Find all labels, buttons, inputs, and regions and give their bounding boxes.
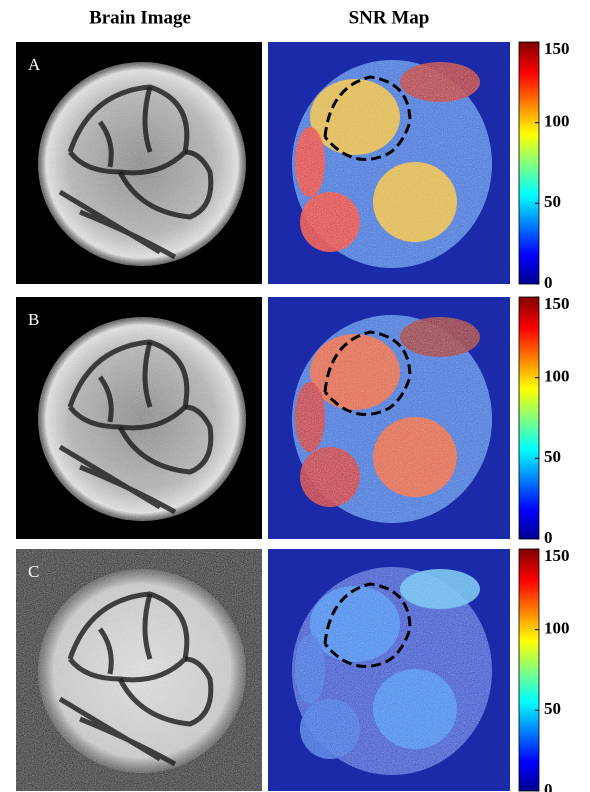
panel: B 0 50 100 150 xyxy=(16,294,570,547)
colorbar-tick-label: 100 xyxy=(544,619,570,638)
colorbar xyxy=(518,548,540,792)
brain-structure xyxy=(58,696,177,767)
colorbar-tick-label: 50 xyxy=(544,699,561,718)
brain-structure xyxy=(97,341,153,423)
colorbar-tick-label: 0 xyxy=(544,528,553,547)
brain-structure xyxy=(67,84,190,176)
roi-outline xyxy=(323,75,412,161)
colorbar-tick-label: 100 xyxy=(544,367,570,386)
colorbar-tick-label: 100 xyxy=(544,112,570,131)
colorbar-tick-label: 0 xyxy=(544,780,553,792)
snr-region xyxy=(400,62,480,102)
snr-region xyxy=(295,127,325,197)
panel: A 0 50 100 150 xyxy=(16,39,570,292)
roi-outline xyxy=(323,582,412,668)
snr-region xyxy=(373,669,457,749)
panel-label: C xyxy=(28,562,39,581)
snr-region xyxy=(300,447,360,507)
brain-structure xyxy=(67,591,190,683)
snr-region xyxy=(300,699,360,759)
snr-region xyxy=(310,79,400,155)
snr-region xyxy=(300,192,360,252)
brain-structure xyxy=(117,149,214,220)
brain-structure xyxy=(117,404,214,475)
colorbar-tick-label: 150 xyxy=(544,546,570,565)
brain-structure xyxy=(58,444,177,515)
brain-image xyxy=(38,62,246,266)
colorbar-tick-label: 50 xyxy=(544,447,561,466)
panel-label: B xyxy=(28,310,39,329)
roi-outline xyxy=(323,330,412,416)
snr-region xyxy=(310,586,400,662)
colorbar-tick-label: 150 xyxy=(544,39,570,58)
colorbar xyxy=(518,296,540,540)
colorbar-tick-label: 50 xyxy=(544,192,561,211)
snr-region xyxy=(295,382,325,452)
snr-region xyxy=(310,334,400,410)
brain-structure xyxy=(58,189,177,260)
snr-region xyxy=(400,569,480,609)
brain-image xyxy=(38,317,246,521)
panel-label: A xyxy=(28,55,41,74)
brain-structure xyxy=(97,593,153,675)
snr-region xyxy=(373,417,457,497)
column-header: Brain Image xyxy=(89,7,191,28)
panel: C 0 50 100 150 xyxy=(16,546,570,792)
snr-region xyxy=(295,634,325,704)
snr-region xyxy=(400,317,480,357)
colorbar-tick-label: 150 xyxy=(544,294,570,313)
colorbar xyxy=(518,41,540,285)
brain-structure xyxy=(117,656,214,727)
brain-structure xyxy=(67,339,190,431)
brain-structure xyxy=(97,86,153,168)
column-header: SNR Map xyxy=(349,7,430,28)
colorbar-tick-label: 0 xyxy=(544,273,553,292)
brain-image xyxy=(38,569,246,773)
snr-region xyxy=(373,162,457,242)
